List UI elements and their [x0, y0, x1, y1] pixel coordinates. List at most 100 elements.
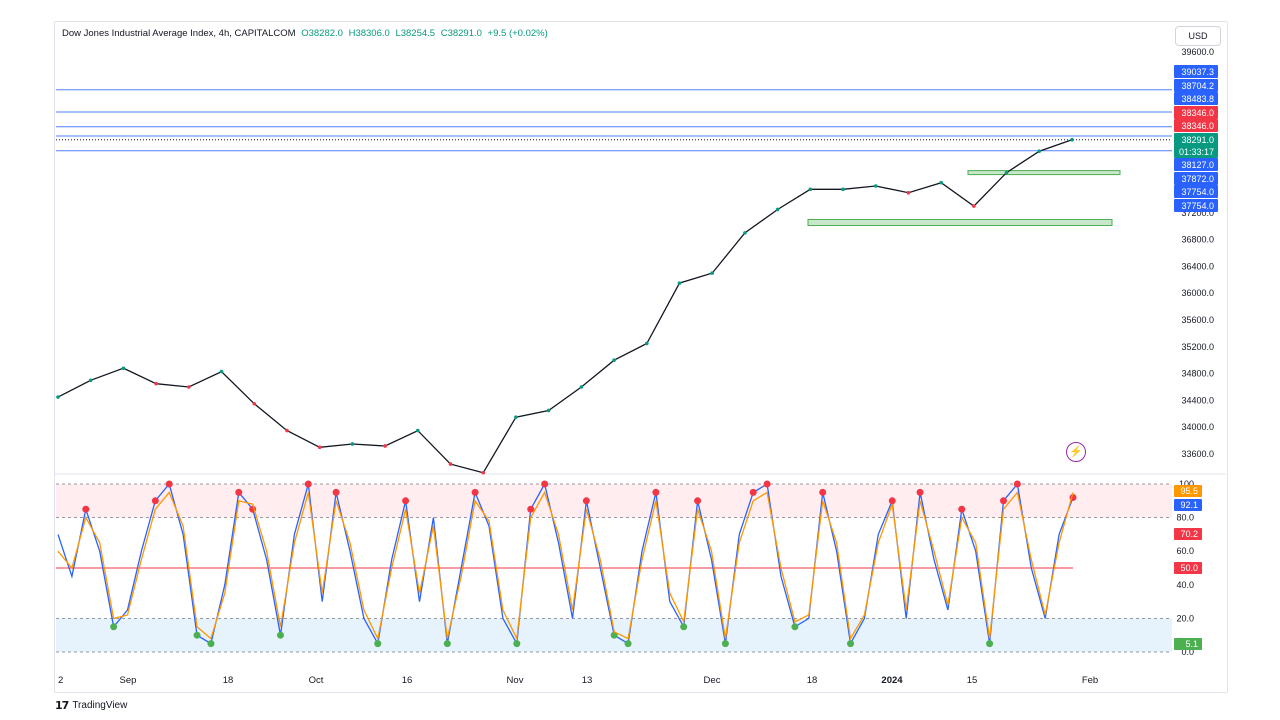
- price-point: [416, 428, 420, 433]
- ohlc-close: C38291.0: [440, 28, 482, 39]
- price-point: [939, 180, 943, 185]
- price-axis-tick: 35600.0: [1181, 315, 1214, 325]
- osc-high-dot: [151, 497, 159, 505]
- price-tag-label: 39037.3: [1181, 67, 1214, 77]
- price-tag-label: 37754.0: [1181, 187, 1214, 197]
- osc-high-dot: [82, 505, 90, 513]
- osc-high-dot: [1013, 480, 1021, 488]
- osc-tag-label: 70.2: [1180, 529, 1198, 539]
- price-series-line: [57, 139, 1073, 474]
- osc-low-dot: [847, 640, 855, 648]
- price-tag-bg: [1174, 199, 1218, 212]
- price-tag-bg: [1174, 185, 1218, 198]
- osc-axis-tick: 0.0: [1181, 647, 1194, 657]
- price-point: [677, 281, 682, 285]
- price-point: [972, 204, 976, 208]
- osc-low-dot: [986, 640, 994, 648]
- alert-bolt-icon[interactable]: ⚡: [1066, 442, 1086, 462]
- osc-high-dot: [235, 488, 243, 496]
- osc-high-dot: [165, 480, 173, 488]
- osc-low-dot: [276, 631, 284, 639]
- time-axis-tick: 15: [967, 675, 978, 686]
- osc-axis-tick: 60.0: [1176, 546, 1194, 556]
- osc-low-dot: [624, 640, 632, 648]
- osc-low-dot: [610, 631, 618, 639]
- price-point: [710, 271, 714, 275]
- price-axis-tick: 36400.0: [1181, 261, 1214, 271]
- time-axis-tick: 2: [58, 675, 63, 686]
- price-point: [383, 444, 387, 448]
- price-tag-label: 38346.0: [1181, 108, 1214, 118]
- price-axis-tick: 36800.0: [1181, 235, 1214, 245]
- tradingview-brand[interactable]: 17 TradingView: [55, 699, 127, 712]
- price-point: [1070, 137, 1074, 142]
- osc-high-dot: [541, 480, 549, 488]
- price-tag-label: 01:33:17: [1179, 147, 1214, 157]
- demand-zone-1: [807, 219, 1113, 226]
- osc-tag-bg: [1174, 485, 1202, 497]
- osc-low-dot: [513, 640, 521, 648]
- price-axis-tick: 35200.0: [1181, 342, 1214, 352]
- osc-high-dot: [888, 497, 896, 505]
- price-point: [481, 470, 486, 475]
- price-tag-label: 38483.8: [1181, 94, 1214, 104]
- time-axis-tick: Nov: [507, 675, 524, 686]
- price-tag-bg: [1174, 106, 1218, 119]
- osc-axis-tick: 80.0: [1176, 513, 1194, 523]
- price-axis-tick: 34400.0: [1181, 395, 1214, 405]
- symbol-title: Dow Jones Industrial Average Index, 4h, …: [62, 28, 296, 39]
- osc-tag-label: 5.1: [1185, 639, 1198, 649]
- price-point: [514, 415, 518, 419]
- osc-low-dot: [110, 623, 118, 631]
- price-point: [252, 401, 257, 406]
- price-point: [906, 190, 911, 195]
- price-tag-bg: [1174, 65, 1218, 78]
- osc-tag-bg: [1174, 638, 1202, 650]
- osc-high-dot: [582, 497, 590, 505]
- legend-header: Dow Jones Industrial Average Index, 4h, …: [62, 28, 548, 39]
- time-axis-tick: 18: [223, 675, 234, 686]
- price-tag-bg: [1174, 133, 1218, 146]
- price-tag-bg: [1174, 119, 1218, 132]
- currency-button[interactable]: USD: [1175, 26, 1221, 46]
- price-point: [317, 445, 322, 450]
- price-tag-bg: [1174, 145, 1218, 158]
- osc-low-dot: [721, 640, 729, 648]
- price-tag-bg: [1174, 79, 1218, 92]
- osc-axis-tick: 20.0: [1176, 613, 1194, 623]
- osc-low-dot: [193, 631, 201, 639]
- time-axis-tick: 16: [402, 675, 413, 686]
- price-point: [154, 381, 158, 386]
- osc-tag-label: 50.0: [1180, 563, 1198, 573]
- osc-low-dot: [443, 640, 451, 648]
- osc-high-dot: [527, 505, 535, 513]
- osc-high-dot: [749, 488, 757, 496]
- price-point: [808, 187, 813, 192]
- price-axis-tick: 34000.0: [1181, 422, 1214, 432]
- price-tag-label: 37872.0: [1181, 174, 1214, 184]
- price-point: [88, 378, 93, 383]
- ohlc-low: L38254.5: [395, 28, 436, 39]
- price-point: [187, 385, 191, 389]
- price-point: [121, 366, 126, 371]
- time-axis-tick: Oct: [309, 675, 324, 686]
- tradingview-logo-icon: 17: [55, 699, 69, 712]
- osc-low-dot: [374, 640, 382, 648]
- price-point: [350, 442, 355, 446]
- price-point: [743, 231, 747, 235]
- time-axis-tick: 13: [582, 675, 593, 686]
- overbought-band: [56, 484, 1172, 518]
- osc-low-dot: [207, 640, 215, 648]
- osc-tag-bg: [1174, 499, 1202, 511]
- osc-series-0: [57, 482, 1074, 646]
- time-axis-tick: 2024: [881, 675, 903, 686]
- price-point: [1004, 170, 1009, 175]
- osc-tag-bg: [1174, 562, 1202, 574]
- osc-tag-label: 95.5: [1180, 486, 1198, 496]
- price-axis-tick: 39600.0: [1181, 47, 1214, 57]
- osc-low-dot: [791, 623, 799, 631]
- price-point: [285, 428, 289, 433]
- osc-high-dot: [304, 480, 312, 488]
- price-point: [546, 408, 551, 413]
